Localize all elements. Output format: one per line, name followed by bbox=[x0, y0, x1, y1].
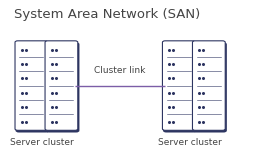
FancyBboxPatch shape bbox=[193, 42, 227, 133]
FancyBboxPatch shape bbox=[192, 41, 225, 130]
FancyBboxPatch shape bbox=[162, 41, 195, 130]
FancyBboxPatch shape bbox=[15, 41, 48, 130]
Text: System Area Network (SAN): System Area Network (SAN) bbox=[14, 8, 200, 21]
FancyBboxPatch shape bbox=[46, 42, 79, 133]
Text: Server cluster: Server cluster bbox=[10, 138, 74, 147]
FancyBboxPatch shape bbox=[16, 42, 49, 133]
FancyBboxPatch shape bbox=[163, 42, 197, 133]
Text: Server cluster: Server cluster bbox=[158, 138, 222, 147]
FancyBboxPatch shape bbox=[45, 41, 78, 130]
Text: Cluster link: Cluster link bbox=[94, 66, 146, 75]
